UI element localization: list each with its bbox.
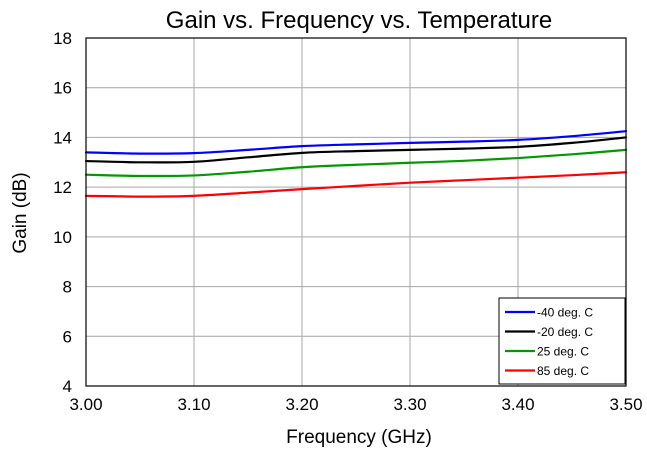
y-tick-label: 14 — [53, 128, 72, 147]
y-tick-label: 4 — [63, 377, 72, 396]
legend-label: -20 deg. C — [537, 325, 593, 339]
y-tick-label: 8 — [63, 278, 72, 297]
legend-label: -40 deg. C — [537, 306, 593, 320]
series-line-1 — [86, 137, 626, 162]
y-tick-label: 12 — [53, 178, 72, 197]
x-tick-label: 3.50 — [609, 395, 642, 414]
legend-label: 25 deg. C — [537, 345, 589, 359]
x-axis-label: Frequency (GHz) — [286, 427, 432, 448]
chart-title: Gain vs. Frequency vs. Temperature — [166, 7, 552, 34]
x-tick-label: 3.10 — [177, 395, 210, 414]
legend: -40 deg. C -20 deg. C 25 deg. C 85 deg. C — [499, 298, 625, 384]
x-tick-label: 3.40 — [501, 395, 534, 414]
y-tick-label: 18 — [53, 29, 72, 48]
y-tick-label: 16 — [53, 79, 72, 98]
x-tick-label: 3.30 — [393, 395, 426, 414]
x-tick-label: 3.00 — [69, 395, 102, 414]
x-tick-label: 3.20 — [285, 395, 318, 414]
legend-label: 85 deg. C — [537, 364, 589, 378]
y-axis-label: Gain (dB) — [10, 172, 31, 253]
y-tick-label: 6 — [63, 327, 72, 346]
y-tick-label: 10 — [53, 228, 72, 247]
